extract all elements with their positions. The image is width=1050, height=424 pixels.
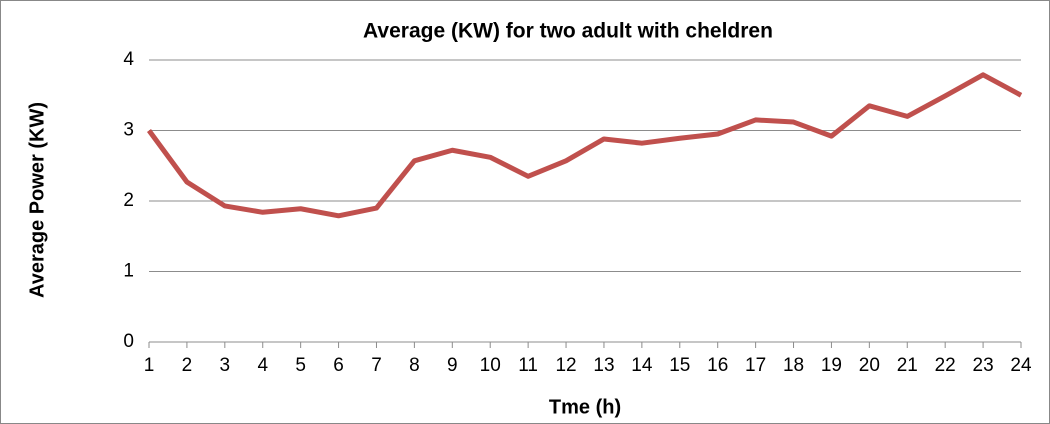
line-series	[146, 72, 1023, 219]
x-tick-label: 18	[783, 355, 804, 376]
x-tick-label: 3	[220, 355, 231, 376]
x-tick-label: 14	[631, 355, 653, 376]
x-tick-label: 9	[447, 355, 458, 376]
x-tick-label: 19	[821, 355, 842, 376]
chart-title: Average (KW) for two adult with cheldren	[363, 20, 773, 43]
x-tick-label: 6	[333, 355, 344, 376]
x-tick-label: 12	[555, 355, 576, 376]
x-axis-label: Tme (h)	[549, 396, 621, 418]
x-tick-label: 11	[518, 355, 538, 376]
y-tick-label: 0	[123, 331, 134, 352]
x-tick-label: 2	[182, 355, 193, 376]
y-tick-label: 2	[123, 190, 134, 211]
x-tick-label: 24	[1010, 355, 1032, 376]
x-tick-label: 8	[409, 355, 420, 376]
x-tick-label: 23	[973, 355, 994, 376]
x-tick-label: 10	[480, 355, 501, 376]
x-tick-label: 22	[935, 355, 956, 376]
x-tick-label: 15	[669, 355, 690, 376]
x-tick-label: 1	[144, 355, 155, 376]
y-tick-label: 3	[123, 120, 134, 141]
y-axis-label: Average Power (KW)	[26, 102, 48, 298]
x-tick-label: 13	[593, 355, 614, 376]
x-tick-label: 17	[745, 355, 766, 376]
x-tick-label: 16	[707, 355, 728, 376]
y-tick-label: 4	[123, 49, 134, 70]
x-tick-label: 5	[295, 355, 306, 376]
y-tick-label: 1	[123, 261, 134, 282]
x-tick-label: 7	[371, 355, 382, 376]
x-tick-label: 4	[257, 355, 268, 376]
x-tick-label: 20	[859, 355, 880, 376]
x-tick-label: 21	[897, 355, 918, 376]
